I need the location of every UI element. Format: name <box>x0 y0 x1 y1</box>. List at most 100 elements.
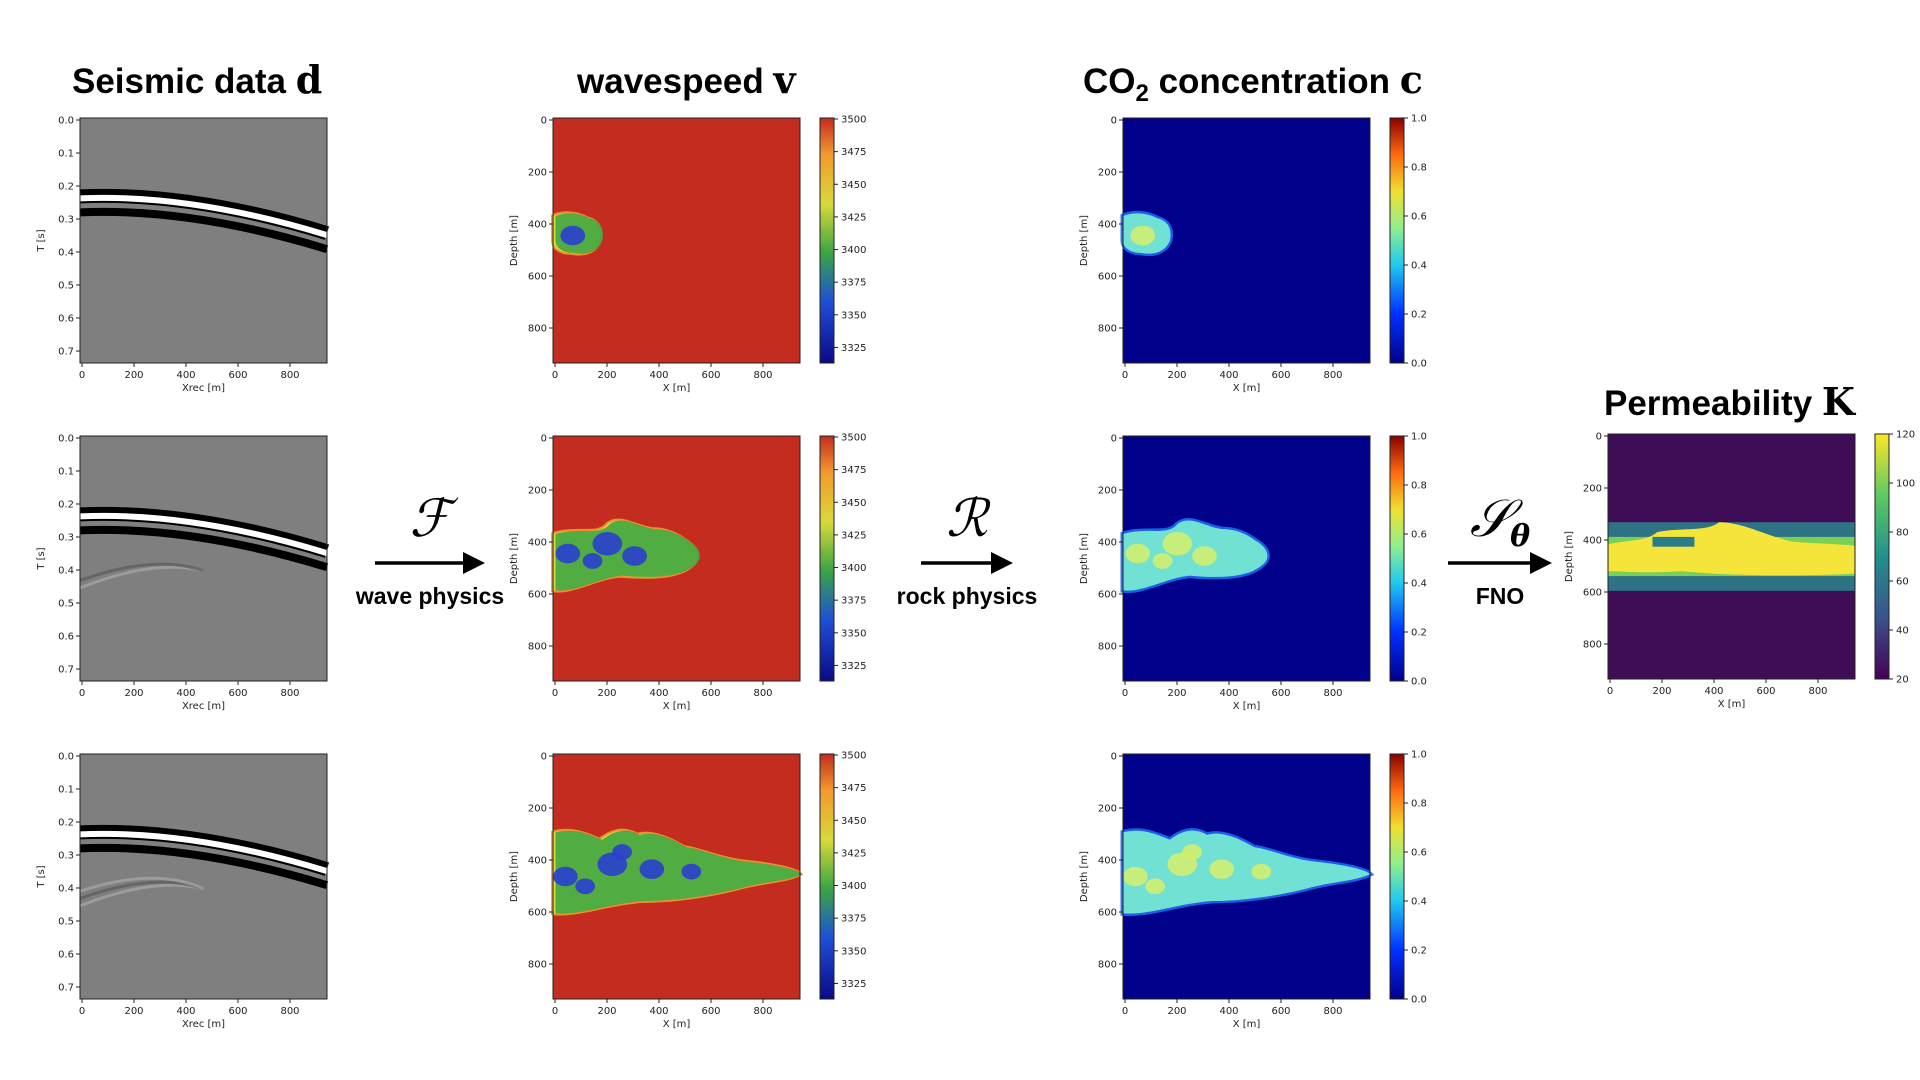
wavespeed-colorbar <box>819 117 835 364</box>
y-tick-label: 200 <box>1098 486 1117 497</box>
co2-panel-2: 0 200 400 600 800 X [m] 0 200 400 600 800 Depth [m]… <box>1079 432 1427 713</box>
x-tick-label: 400 <box>1219 688 1238 699</box>
x-axis-label: Xrec [m] <box>182 701 225 712</box>
colorbar-label: 0.0 <box>1411 359 1427 370</box>
x-tick-label: 0 <box>79 1006 85 1017</box>
colorbar-label: 3500 <box>841 433 866 444</box>
x-tick-label: 600 <box>701 370 720 381</box>
right-arrow-icon <box>375 552 485 574</box>
colorbar-label: 3450 <box>841 180 866 191</box>
colorbar-label: 3475 <box>841 783 866 794</box>
colorbar-label: 0.8 <box>1411 163 1427 174</box>
colorbar-label: 3425 <box>841 530 866 541</box>
x-tick-label: 0 <box>1122 370 1128 381</box>
y-tick-label: 0.2 <box>58 818 74 829</box>
x-tick-label: 400 <box>1219 1006 1238 1017</box>
x-tick-label: 200 <box>1167 688 1186 699</box>
colorbar-label: 0.8 <box>1411 799 1427 810</box>
low-velocity-zone <box>553 866 578 887</box>
y-tick-label: 0 <box>541 116 547 127</box>
colorbar-label: 3375 <box>841 596 866 607</box>
x-axis-label: X [m] <box>663 701 691 712</box>
low-velocity-zone <box>582 553 603 569</box>
colorbar-label: 0.8 <box>1411 481 1427 492</box>
y-tick-label: 600 <box>528 590 547 601</box>
low-velocity-zone <box>592 532 623 556</box>
plot-frame <box>552 117 801 364</box>
y-tick-label: 400 <box>528 538 547 549</box>
y-axis-label: Depth [m] <box>1564 531 1575 582</box>
colorbar-label: 3325 <box>841 661 866 672</box>
colorbar-label: 3450 <box>841 498 866 509</box>
colorbar-label: 0.0 <box>1411 995 1427 1006</box>
x-tick-label: 800 <box>753 1006 772 1017</box>
colorbar-label: 3425 <box>841 848 866 859</box>
x-axis-label: X [m] <box>1233 701 1261 712</box>
y-tick-label: 0 <box>1111 434 1117 445</box>
x-tick-label: 0 <box>552 1006 558 1017</box>
high-concentration-zone <box>1152 553 1173 569</box>
x-tick-label: 600 <box>701 688 720 699</box>
colorbar-label: 120 <box>1896 430 1915 441</box>
reflection-dark-band <box>79 207 329 253</box>
y-axis-label: Depth [m] <box>509 533 520 584</box>
y-tick-label: 400 <box>1098 220 1117 231</box>
plot-frame <box>552 753 801 1000</box>
operator-wave-physics: ℱ wave physics <box>335 490 525 610</box>
y-tick-label: 200 <box>528 804 547 815</box>
permeability-colorbar <box>1874 433 1890 680</box>
colorbar-label: 40 <box>1896 626 1909 637</box>
wavespeed-colorbar <box>819 435 835 682</box>
low-velocity-zone <box>575 878 595 895</box>
title-wavespeed: wavespeed v <box>577 57 796 102</box>
y-tick-label: 0.6 <box>58 632 74 643</box>
x-axis-label: Xrec [m] <box>182 383 225 394</box>
y-tick-label: 0.0 <box>58 116 74 127</box>
x-tick-label: 200 <box>1167 370 1186 381</box>
colorbar-label: 3500 <box>841 751 866 762</box>
colorbar-label: 100 <box>1896 479 1915 490</box>
x-tick-label: 600 <box>1756 686 1775 697</box>
y-tick-label: 600 <box>1098 590 1117 601</box>
colorbar-label: 3375 <box>841 278 866 289</box>
x-tick-label: 600 <box>1271 688 1290 699</box>
y-axis-label: T [s] <box>36 229 47 252</box>
plot-frame <box>1607 433 1856 680</box>
colorbar-label: 3375 <box>841 914 866 925</box>
low-velocity-zone <box>622 546 647 566</box>
y-tick-label: 200 <box>1098 168 1117 179</box>
y-tick-label: 0.1 <box>58 467 74 478</box>
y-tick-label: 600 <box>528 908 547 919</box>
colorbar-label: 0.6 <box>1411 212 1427 223</box>
y-tick-label: 400 <box>1098 856 1117 867</box>
x-tick-label: 800 <box>1323 1006 1342 1017</box>
y-tick-label: 600 <box>1098 272 1117 283</box>
colorbar-label: 0.2 <box>1411 310 1427 321</box>
wavespeed-panel-1: 0 200 400 600 800 X [m] 0 200 400 600 800 Depth [m]… <box>509 115 866 395</box>
x-tick-label: 600 <box>228 370 247 381</box>
y-tick-label: 0.0 <box>58 752 74 763</box>
y-tick-label: 0.7 <box>58 983 74 994</box>
operator-r-symbol: ℛ <box>946 489 988 549</box>
y-tick-label: 0.1 <box>58 149 74 160</box>
high-concentration-zone <box>1251 863 1272 880</box>
x-axis-label: X [m] <box>1233 1019 1261 1030</box>
colorbar-label: 3400 <box>841 563 866 574</box>
y-axis-label: T [s] <box>36 547 47 570</box>
x-tick-label: 800 <box>1323 688 1342 699</box>
x-tick-label: 0 <box>79 370 85 381</box>
y-axis-label: Depth [m] <box>1079 215 1090 266</box>
x-tick-label: 800 <box>753 688 772 699</box>
y-tick-label: 400 <box>1583 536 1602 547</box>
x-tick-label: 0 <box>552 688 558 699</box>
x-tick-label: 200 <box>1167 1006 1186 1017</box>
y-axis-label: Depth [m] <box>509 851 520 902</box>
colorbar-label: 3450 <box>841 816 866 827</box>
colorbar-label: 3475 <box>841 465 866 476</box>
operator-label: rock physics <box>896 583 1038 609</box>
co2-colorbar <box>1389 435 1405 682</box>
y-tick-label: 0.4 <box>58 248 74 259</box>
y-tick-label: 0.2 <box>58 182 74 193</box>
x-tick-label: 200 <box>124 1006 143 1017</box>
colorbar-label: 0.6 <box>1411 848 1427 859</box>
